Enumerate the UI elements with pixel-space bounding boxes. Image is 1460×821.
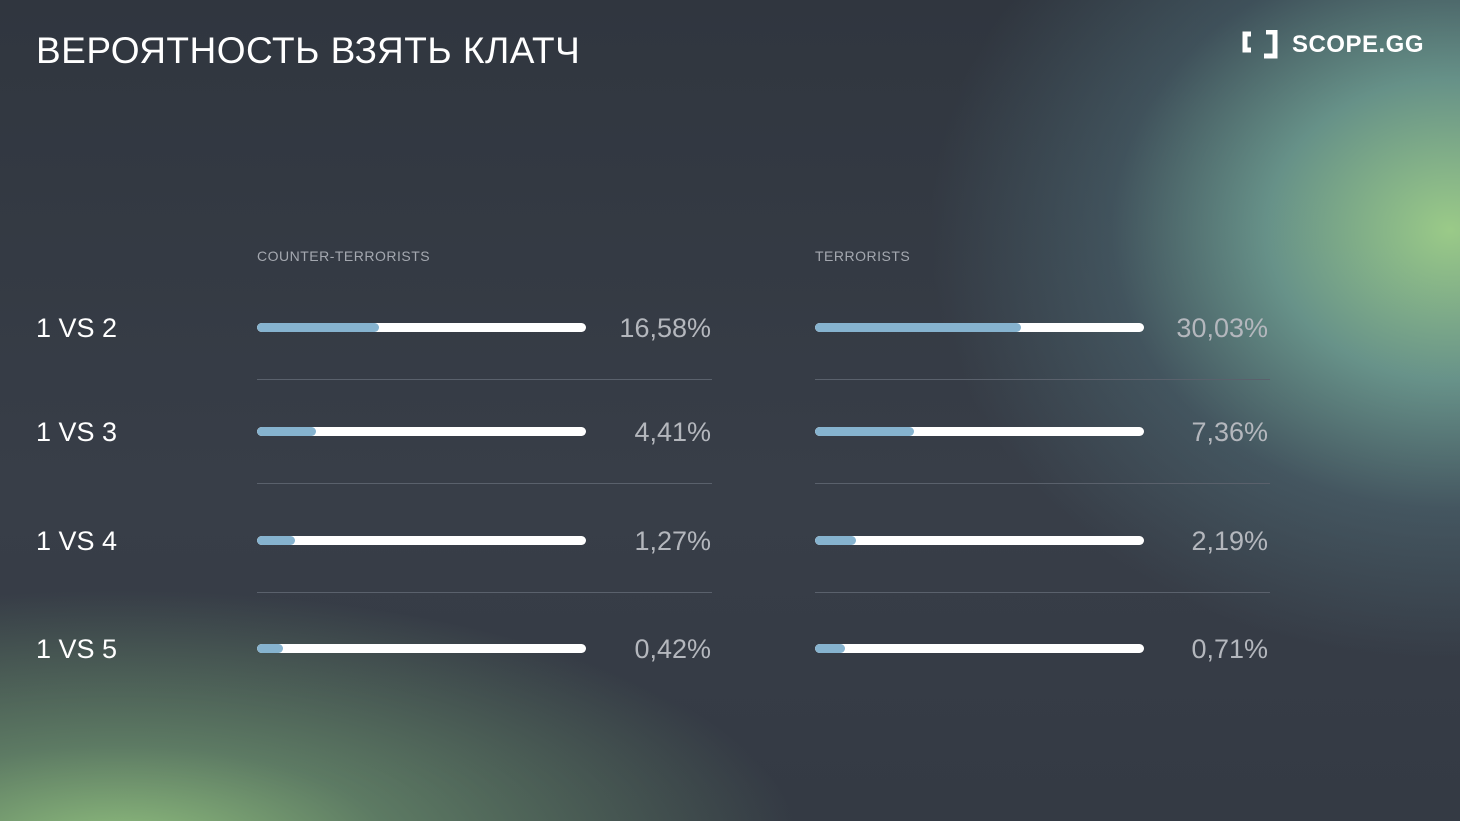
bar-track (815, 427, 1144, 436)
bar-value-label: 7,36% (1191, 417, 1268, 447)
bar-fill (815, 323, 1021, 332)
bar-value-label: 0,71% (1191, 634, 1268, 664)
bar-fill (257, 644, 284, 653)
bar-track (257, 427, 586, 436)
bar-value-label: 2,19% (1191, 526, 1268, 556)
scope-bracket-logo-icon (1242, 30, 1278, 59)
row-divider (815, 483, 1270, 484)
row-label: 1 VS 3 (36, 417, 118, 447)
bar-fill (815, 536, 857, 545)
bar-value-label: 1,27% (634, 526, 711, 556)
row-divider (815, 379, 1270, 380)
bar-track (257, 644, 586, 653)
column-header-t: TERRORISTS (815, 248, 911, 264)
row-divider (815, 592, 1270, 593)
bar-track (815, 323, 1144, 332)
bar-track (815, 536, 1144, 545)
brand-name: SCOPE.GG (1291, 31, 1424, 58)
bar-track (257, 536, 586, 545)
bar-track (815, 644, 1144, 653)
row-label: 1 VS 4 (36, 526, 118, 556)
bar-fill (815, 427, 914, 436)
bar-value-label: 16,58% (619, 313, 711, 343)
row-divider (257, 379, 712, 380)
column-header-ct: COUNTER-TERRORISTS (257, 248, 431, 264)
row-divider (257, 483, 712, 484)
bar-fill (257, 427, 317, 436)
bar-value-label: 0,42% (634, 634, 711, 664)
bar-track (257, 323, 586, 332)
bar-fill (257, 323, 379, 332)
brand-logo[interactable]: SCOPE.GG (1242, 30, 1424, 60)
bar-fill (815, 644, 845, 653)
bar-fill (257, 536, 295, 545)
row-divider (257, 592, 712, 593)
row-label: 1 VS 2 (36, 313, 118, 343)
page-title: ВЕРОЯТНОСТЬ ВЗЯТЬ КЛАТЧ (36, 30, 581, 71)
row-label: 1 VS 5 (36, 634, 118, 664)
bar-value-label: 4,41% (634, 417, 711, 447)
bar-value-label: 30,03% (1176, 313, 1268, 343)
